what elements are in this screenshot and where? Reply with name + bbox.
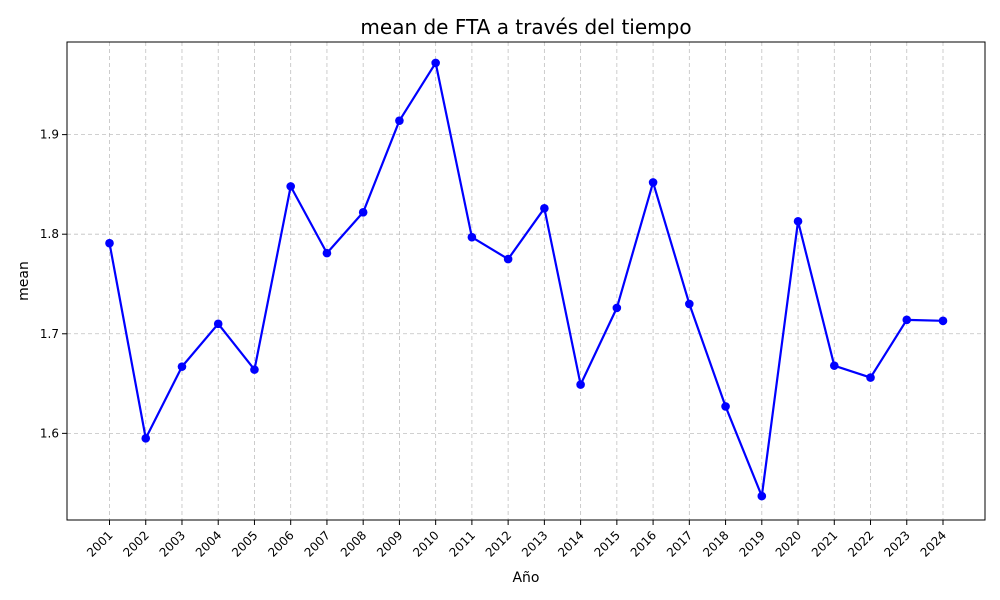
data-point-2008 bbox=[358, 207, 368, 217]
data-point-2017 bbox=[685, 299, 694, 309]
data-point-2020 bbox=[793, 216, 803, 226]
x-tick-label: 2001 bbox=[84, 528, 115, 559]
x-tick-label: 2002 bbox=[120, 528, 151, 559]
data-point-2023 bbox=[902, 315, 912, 325]
data-point-2019 bbox=[757, 491, 767, 501]
y-axis-title: mean bbox=[16, 261, 32, 301]
y-tick-label: 1.6 bbox=[40, 426, 59, 440]
data-point-2022 bbox=[866, 373, 875, 382]
x-tick-label: 2013 bbox=[519, 528, 550, 559]
data-point-2013 bbox=[540, 204, 549, 213]
x-tick-label: 2010 bbox=[410, 528, 441, 559]
data-point-2011 bbox=[467, 232, 477, 242]
data-point-2024 bbox=[938, 316, 948, 326]
data-point-2007 bbox=[322, 248, 332, 258]
data-point-2003 bbox=[177, 362, 187, 371]
x-tick-label: 2006 bbox=[265, 528, 296, 559]
x-tick-label: 2016 bbox=[628, 528, 659, 559]
x-tick-label: 2012 bbox=[483, 528, 514, 559]
x-tick-label: 2021 bbox=[809, 528, 840, 559]
y-tick-label: 1.7 bbox=[40, 327, 59, 341]
data-point-2005 bbox=[250, 365, 259, 374]
data-point-2014 bbox=[576, 380, 585, 389]
x-tick-label: 2015 bbox=[591, 528, 622, 559]
data-point-2016 bbox=[648, 178, 658, 187]
x-tick-label: 2003 bbox=[157, 528, 188, 559]
y-tick-label: 1.9 bbox=[40, 128, 59, 142]
x-tick-label: 2009 bbox=[374, 528, 405, 559]
x-tick-label: 2023 bbox=[881, 528, 912, 559]
x-tick-label: 2007 bbox=[302, 528, 333, 559]
x-tick-label: 2018 bbox=[700, 528, 731, 559]
data-point-2021 bbox=[829, 361, 839, 370]
data-point-2015 bbox=[612, 303, 622, 313]
data-point-2009 bbox=[395, 116, 404, 125]
x-tick-label: 2020 bbox=[773, 528, 804, 559]
x-tick-label: 2011 bbox=[447, 528, 478, 559]
series-line bbox=[108, 61, 944, 498]
x-tick-label: 2022 bbox=[845, 528, 876, 559]
data-point-2002 bbox=[141, 434, 151, 443]
grid-lines bbox=[67, 42, 985, 520]
x-axis-title: Año bbox=[512, 570, 539, 586]
y-tick-label: 1.8 bbox=[40, 227, 59, 241]
x-tick-label: 2017 bbox=[664, 528, 695, 559]
data-point-2001 bbox=[105, 238, 114, 248]
x-axis: 2001 2002 2003 2004 2005 2006 2007 2008 2009 2010… bbox=[84, 520, 949, 560]
y-axis: 1.6 1.7 1.8 1.9 bbox=[40, 128, 67, 440]
data-point-2010 bbox=[431, 58, 440, 68]
x-tick-label: 2014 bbox=[555, 528, 586, 559]
x-tick-label: 2005 bbox=[229, 528, 260, 559]
x-tick-label: 2019 bbox=[736, 528, 767, 559]
data-point-2006 bbox=[286, 182, 295, 191]
x-tick-label: 2004 bbox=[193, 528, 224, 559]
plot-area-frame bbox=[66, 41, 986, 521]
series-layer bbox=[105, 58, 948, 501]
x-tick-label: 2024 bbox=[918, 528, 949, 559]
data-point-2018 bbox=[721, 402, 730, 411]
x-tick-label: 2008 bbox=[338, 528, 369, 559]
data-point-2012 bbox=[503, 254, 513, 264]
data-point-2004 bbox=[213, 319, 223, 329]
chart-title: mean de FTA a través del tiempo bbox=[360, 15, 691, 39]
